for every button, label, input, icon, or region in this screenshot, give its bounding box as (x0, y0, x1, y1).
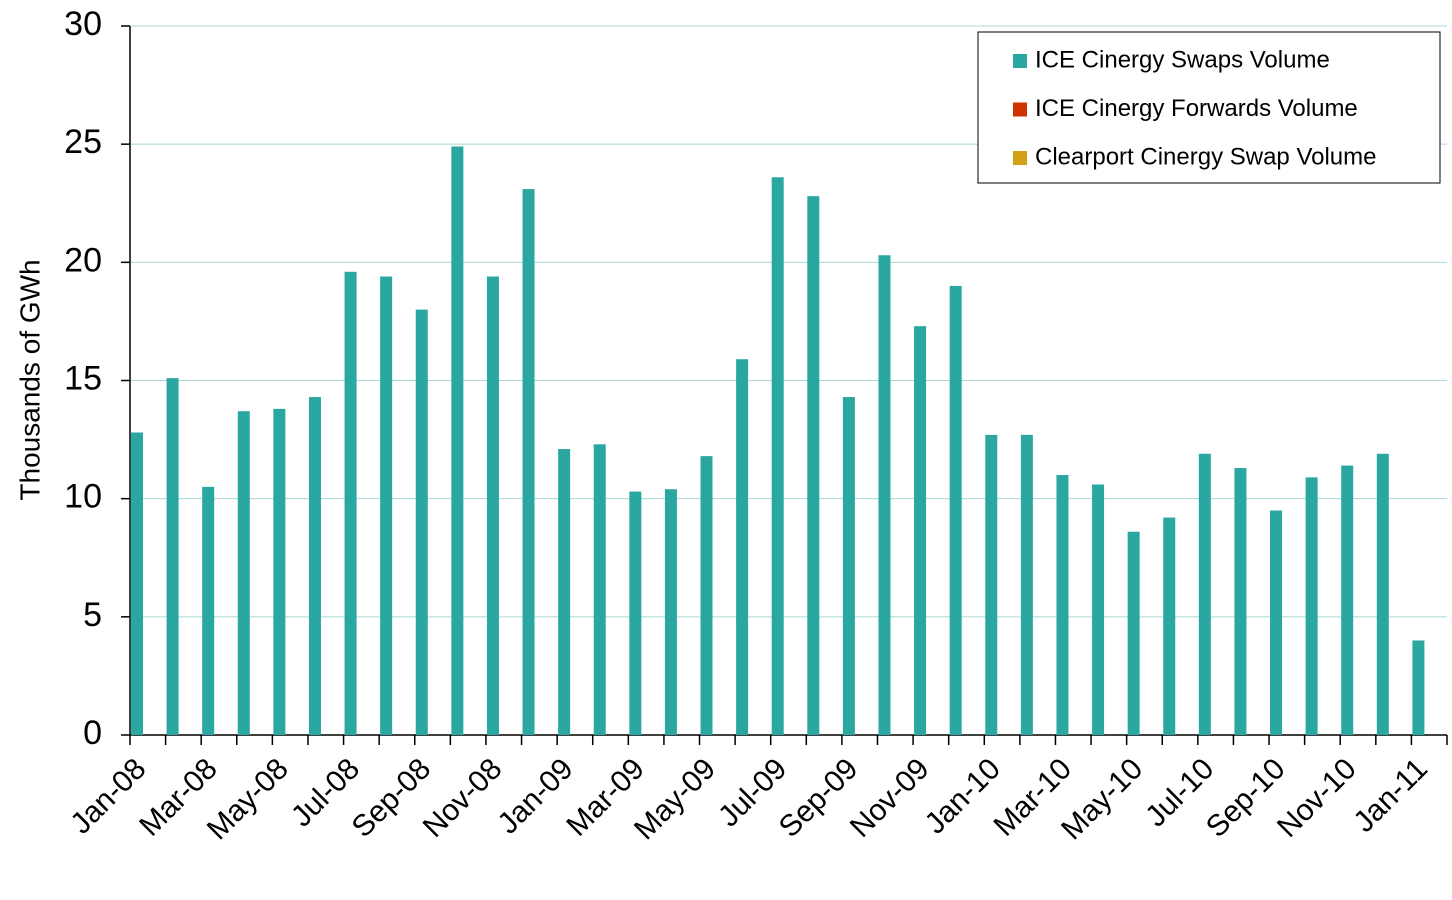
bar (1092, 484, 1105, 735)
bar (273, 408, 286, 735)
bar (131, 432, 143, 735)
bar (842, 397, 855, 735)
bar (1020, 434, 1033, 735)
bar (664, 489, 677, 735)
legend-label: ICE Cinergy Forwards Volume (1035, 95, 1358, 122)
x-tick-label: Jan-10 (919, 752, 1007, 840)
y-tick-label: 30 (64, 5, 102, 43)
bar (700, 456, 713, 735)
bar (1270, 510, 1283, 735)
y-tick-label: 5 (83, 596, 102, 634)
bar (1127, 531, 1140, 735)
x-tick-label: May-09 (628, 752, 722, 846)
x-tick-label: Jan-08 (64, 752, 152, 840)
bar (486, 276, 499, 735)
y-tick-label: 20 (64, 241, 102, 279)
y-axis-label: Thousands of GWh (14, 259, 45, 500)
bar (629, 491, 642, 735)
bar (1412, 640, 1425, 735)
x-tick-label: Nov-10 (1271, 752, 1363, 844)
legend-swatch (1013, 151, 1027, 165)
x-tick-label: Nov-08 (417, 752, 509, 844)
y-tick-label: 0 (83, 714, 102, 752)
legend-box (977, 31, 1441, 184)
bar (1234, 467, 1247, 735)
x-tick-label: Jan-09 (491, 752, 579, 840)
bar (1056, 475, 1069, 735)
bar (1305, 477, 1318, 735)
bar (736, 359, 749, 735)
x-tick-label: Sep-10 (1200, 752, 1292, 844)
bar (237, 411, 250, 735)
x-tick-label: Sep-08 (346, 752, 438, 844)
bar (949, 285, 962, 735)
x-tick-label: Jan-11 (1347, 752, 1434, 839)
y-tick-label: 10 (64, 478, 102, 516)
x-tick-label: May-10 (1055, 752, 1149, 846)
bar (344, 271, 357, 735)
bar (593, 444, 606, 735)
x-tick-label: Nov-09 (844, 752, 936, 844)
bar (522, 189, 535, 735)
bar (166, 378, 179, 735)
y-tick-label: 15 (64, 359, 102, 397)
bar (202, 486, 215, 735)
bar (771, 177, 784, 736)
bar (1163, 517, 1176, 735)
bar (878, 255, 891, 735)
y-tick-label: 25 (64, 123, 102, 161)
x-tick-label: Sep-09 (773, 752, 865, 844)
bar (308, 397, 321, 735)
bar (1198, 453, 1211, 735)
bar (380, 276, 393, 735)
legend-label: Clearport Cinergy Swap Volume (1035, 143, 1377, 170)
bar (1341, 465, 1354, 735)
bar (914, 326, 927, 735)
bar (1376, 453, 1389, 735)
bar (558, 449, 571, 735)
bar (985, 434, 998, 735)
bar (415, 309, 428, 735)
x-tick-label: May-08 (201, 752, 295, 846)
legend-swatch (1013, 54, 1027, 68)
legend-swatch (1013, 102, 1027, 117)
bar (807, 196, 820, 735)
bar (451, 146, 464, 735)
legend-label: ICE Cinergy Swaps Volume (1035, 46, 1330, 73)
